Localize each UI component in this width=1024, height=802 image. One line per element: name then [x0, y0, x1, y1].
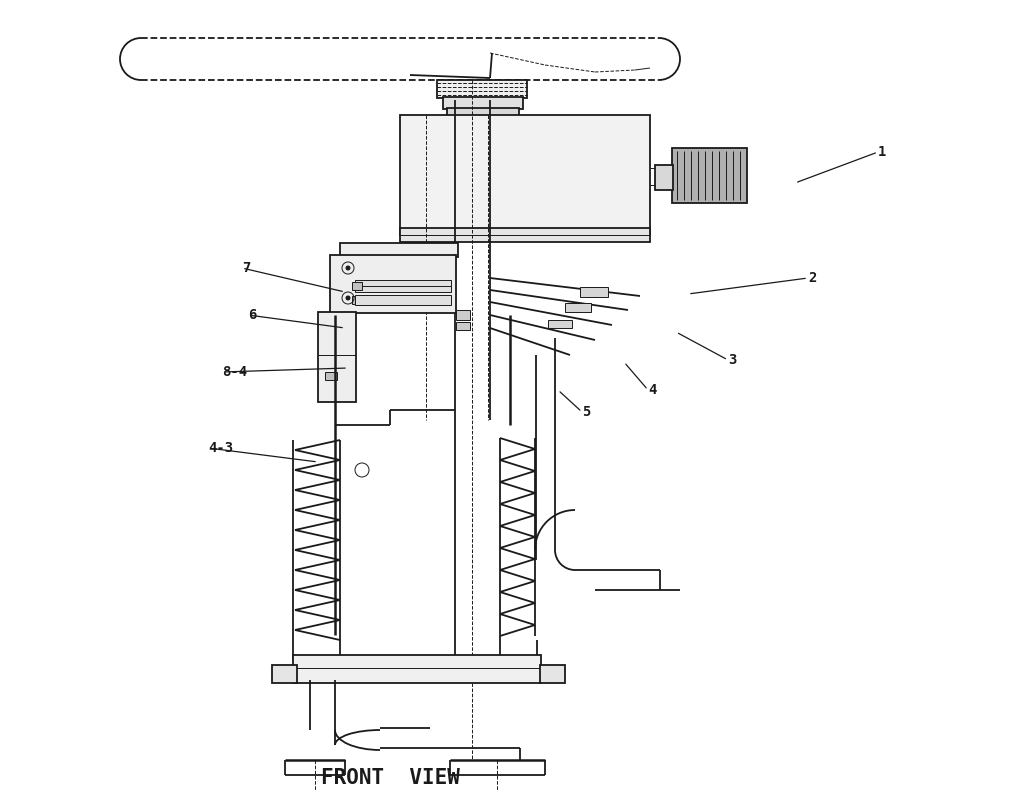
Bar	[355, 280, 451, 292]
Text: 8-4: 8-4	[222, 365, 247, 379]
Text: 5: 5	[582, 405, 591, 419]
Bar	[400, 228, 650, 242]
Text: 6: 6	[248, 308, 256, 322]
Text: 2: 2	[808, 271, 816, 285]
Text: 4-3: 4-3	[208, 441, 233, 455]
Bar	[355, 295, 451, 305]
Text: 3: 3	[728, 353, 736, 367]
Bar	[565, 303, 591, 312]
Bar	[352, 296, 362, 304]
Bar	[456, 310, 470, 320]
Bar	[655, 165, 673, 190]
Bar	[293, 655, 541, 683]
Bar	[352, 282, 362, 290]
Circle shape	[346, 296, 350, 300]
Circle shape	[346, 266, 350, 270]
Bar	[443, 97, 523, 109]
Text: 1: 1	[878, 145, 887, 159]
Bar	[400, 115, 650, 235]
Bar	[437, 80, 527, 98]
Bar	[540, 665, 565, 683]
Bar	[447, 108, 519, 116]
Text: FRONT  VIEW: FRONT VIEW	[321, 768, 460, 788]
Bar	[672, 148, 746, 203]
Bar	[330, 255, 456, 313]
Bar	[580, 287, 608, 297]
Text: 7: 7	[242, 261, 251, 275]
Bar	[548, 320, 572, 328]
Bar	[325, 372, 337, 380]
Bar	[340, 243, 458, 257]
Text: 4: 4	[648, 383, 656, 397]
Bar	[456, 322, 470, 330]
Bar	[272, 665, 297, 683]
Bar	[318, 312, 356, 402]
